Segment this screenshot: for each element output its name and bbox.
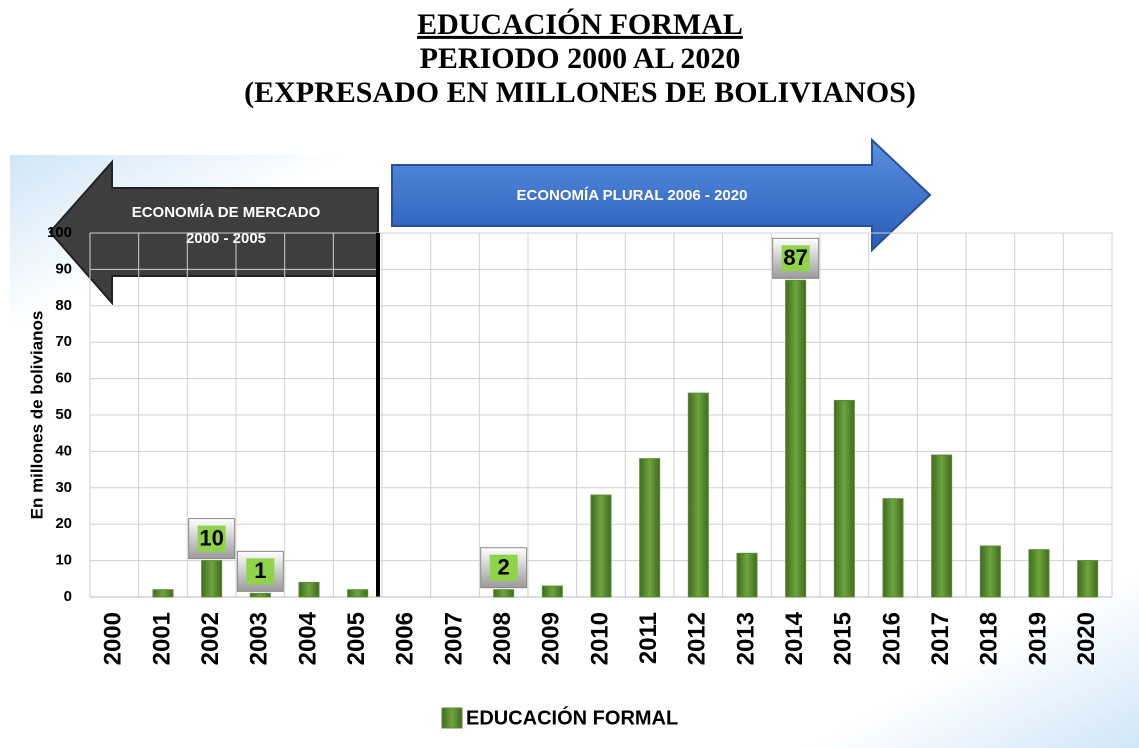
bar xyxy=(201,560,223,598)
x-tick-label: 2014 xyxy=(781,611,808,665)
bar xyxy=(882,498,904,598)
y-tick-label: 60 xyxy=(55,370,72,387)
x-tick-label: 2007 xyxy=(440,612,467,665)
y-tick-label: 70 xyxy=(55,333,72,350)
annotation: ECONOMÍA PLURAL 2006 - 2020 xyxy=(517,187,748,204)
x-tick-label: 2015 xyxy=(830,612,857,665)
x-tick-label: 2004 xyxy=(294,611,321,665)
x-tick-label: 2001 xyxy=(148,612,175,665)
x-tick-label: 2011 xyxy=(635,612,662,664)
x-tick-label: 2000 xyxy=(100,612,127,665)
y-tick-label: 50 xyxy=(55,406,72,423)
y-tick-label: 0 xyxy=(64,588,72,605)
x-tick-label: 2020 xyxy=(1073,612,1100,665)
legend-label: EDUCACIÓN FORMAL xyxy=(466,705,678,729)
y-tick-label: 30 xyxy=(55,479,72,496)
x-tick-label: 2010 xyxy=(586,612,613,665)
data-label-bg xyxy=(781,245,810,272)
bar xyxy=(785,279,807,598)
bar xyxy=(541,585,563,598)
x-tick-label: 2019 xyxy=(1024,612,1051,665)
bar xyxy=(1028,549,1050,598)
bar xyxy=(493,589,515,598)
chart-title: (EXPRESADO EN MILLONES DE BOLIVIANOS) xyxy=(244,76,916,109)
annotation: ECONOMÍA DE MERCADO xyxy=(132,204,321,221)
bar xyxy=(590,494,612,598)
chart-title: PERIODO 2000 AL 2020 xyxy=(420,42,741,75)
data-label-bg xyxy=(246,558,275,585)
bar xyxy=(1077,560,1099,598)
y-tick-label: 90 xyxy=(55,260,72,277)
data-label: 10 xyxy=(199,525,223,550)
data-label: 87 xyxy=(783,245,807,270)
x-tick-label: 2005 xyxy=(343,612,370,665)
bar xyxy=(931,454,953,598)
arrow-right xyxy=(391,137,932,253)
x-tick-label: 2009 xyxy=(538,612,565,665)
x-tick-label: 2006 xyxy=(392,612,419,665)
bar xyxy=(298,581,320,598)
data-label-bg xyxy=(489,554,518,581)
y-tick-label: 20 xyxy=(55,515,72,532)
y-tick-label: 40 xyxy=(55,442,72,459)
y-tick-label: 10 xyxy=(55,552,72,569)
x-tick-label: 2013 xyxy=(732,612,759,665)
bar xyxy=(979,545,1001,598)
bar xyxy=(833,399,855,598)
x-tick-label: 2018 xyxy=(976,612,1003,665)
y-tick-label: 100 xyxy=(47,224,72,241)
bar xyxy=(736,552,758,598)
data-label-bg xyxy=(197,525,226,552)
y-tick-label: 80 xyxy=(55,297,72,314)
bar xyxy=(152,589,174,598)
x-tick-label: 2012 xyxy=(684,612,711,665)
legend-swatch xyxy=(441,707,463,729)
x-tick-label: 2017 xyxy=(927,612,954,665)
y-axis-label: En millones de bolivianos xyxy=(27,311,46,520)
annotation: 2000 - 2005 xyxy=(186,230,266,247)
data-label: 1 xyxy=(254,558,266,583)
bar xyxy=(347,589,369,598)
x-tick-label: 2016 xyxy=(878,612,905,665)
chart-title: EDUCACIÓN FORMAL xyxy=(417,8,743,41)
x-tick-label: 2003 xyxy=(246,612,273,665)
x-tick-label: 2002 xyxy=(197,612,224,665)
bar xyxy=(249,592,271,598)
x-tick-label: 2008 xyxy=(489,612,516,665)
bar xyxy=(687,392,709,598)
data-label: 2 xyxy=(498,555,510,580)
bar xyxy=(639,458,661,598)
